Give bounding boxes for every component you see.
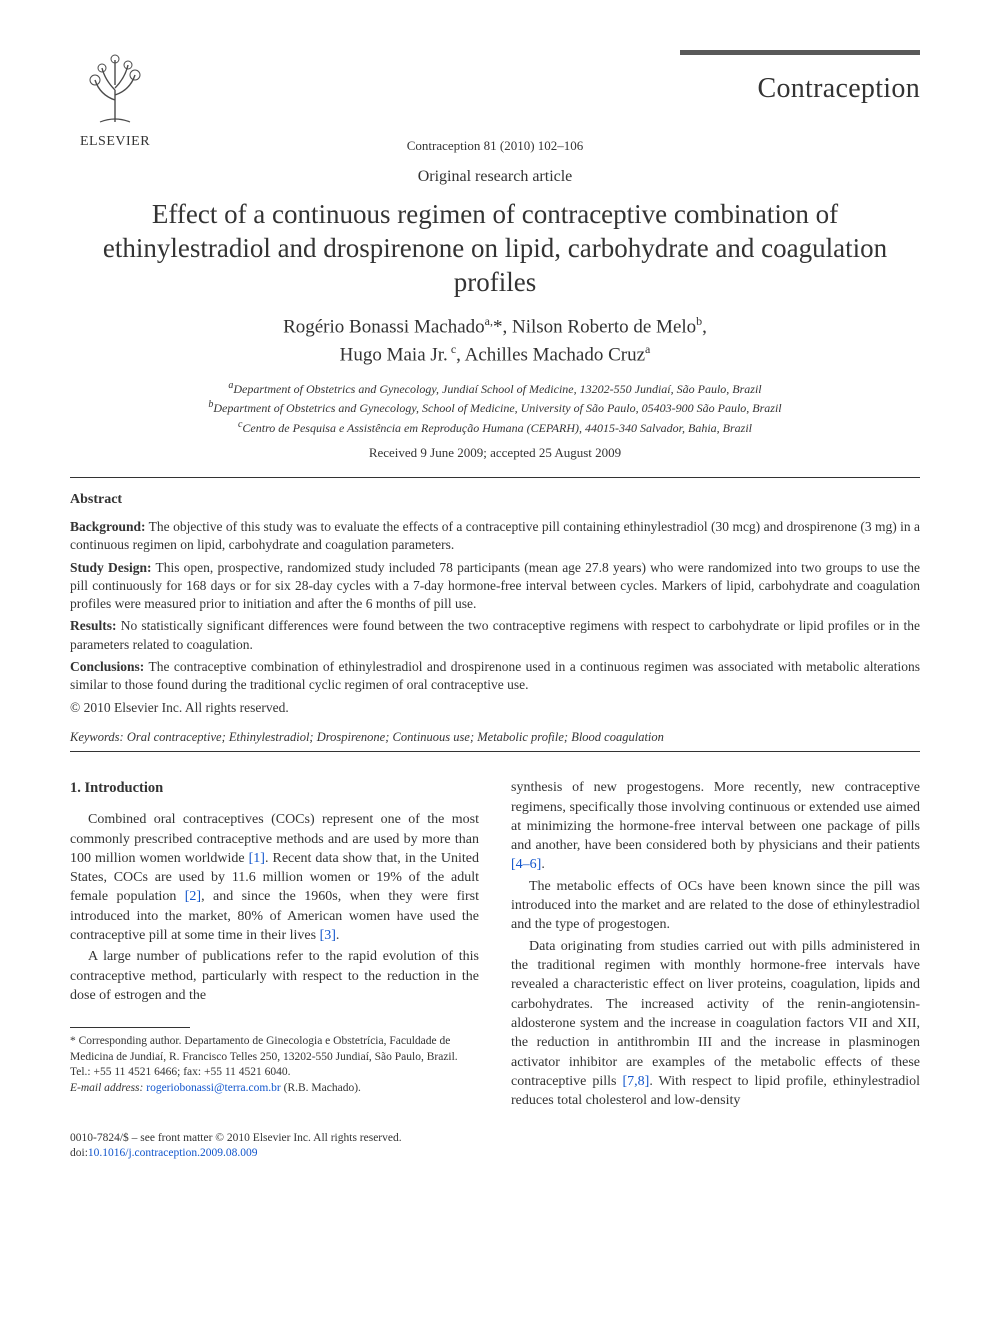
doi-link[interactable]: 10.1016/j.contraception.2009.08.009 [88, 1147, 258, 1159]
affiliation-c: cCentro de Pesquisa e Assistência em Rep… [70, 418, 920, 437]
abstract-conclusions-label: Conclusions: [70, 659, 144, 674]
affiliation-b-text: Department of Obstetrics and Gynecology,… [213, 401, 781, 415]
corresponding-footnote: * Corresponding author. Departamento de … [70, 1034, 479, 1096]
journal-bar [680, 50, 920, 55]
abstract-heading: Abstract [70, 492, 920, 508]
abstract-conclusions: Conclusions: The contraceptive combinati… [70, 658, 920, 694]
ref-link-2[interactable]: [2] [185, 889, 201, 904]
affiliation-c-text: Centro de Pesquisa e Assistência em Repr… [242, 421, 752, 435]
abstract-background: Background: The objective of this study … [70, 518, 920, 554]
intro-paragraph-3: The metabolic effects of OCs have been k… [511, 877, 920, 935]
ref-link-7-8[interactable]: [7,8] [622, 1074, 649, 1089]
email-label: E-mail address: [70, 1082, 143, 1094]
article-dates: Received 9 June 2009; accepted 25 August… [70, 445, 920, 461]
abstract-design: Study Design: This open, prospective, ra… [70, 559, 920, 614]
doi-label: doi: [70, 1147, 88, 1159]
rp1-text-b: . [541, 857, 545, 872]
corresponding-text: * Corresponding author. Departamento de … [70, 1034, 479, 1081]
keywords-text: Oral contraceptive; Ethinylestradiol; Dr… [124, 730, 664, 744]
affiliation-b: bDepartment of Obstetrics and Gynecology… [70, 398, 920, 417]
left-column: 1. Introduction Combined oral contracept… [70, 778, 479, 1112]
footnote-rule [70, 1027, 190, 1028]
front-matter-line: 0010-7824/$ – see front matter © 2010 El… [70, 1131, 402, 1147]
publisher-name: ELSEVIER [70, 134, 160, 150]
abstract-design-label: Study Design: [70, 560, 151, 575]
article-type: Original research article [70, 168, 920, 186]
elsevier-tree-icon [80, 50, 150, 125]
author-4-aff: a [645, 342, 650, 356]
intro-paragraph-4: Data originating from studies carried ou… [511, 937, 920, 1111]
author-sep: , [702, 317, 707, 338]
keywords-line: Keywords: Oral contraceptive; Ethinylest… [70, 730, 920, 745]
affiliations: aDepartment of Obstetrics and Gynecology… [70, 379, 920, 437]
ref-link-3[interactable]: [3] [320, 928, 336, 943]
doi-line: doi:10.1016/j.contraception.2009.08.009 [70, 1146, 402, 1162]
abstract-background-text: The objective of this study was to evalu… [70, 519, 920, 552]
email-tail: (R.B. Machado). [281, 1082, 361, 1094]
abstract-results: Results: No statistically significant di… [70, 617, 920, 653]
abstract-conclusions-text: The contraceptive combination of ethinyl… [70, 659, 920, 692]
footer-left: 0010-7824/$ – see front matter © 2010 El… [70, 1131, 402, 1162]
abstract-results-text: No statistically significant differences… [70, 618, 920, 651]
author-3-aff: c [448, 342, 456, 356]
affiliation-a: aDepartment of Obstetrics and Gynecology… [70, 379, 920, 398]
author-sep: , Achilles Machado Cruz [456, 345, 645, 366]
email-line: E-mail address: rogeriobonassi@terra.com… [70, 1081, 479, 1097]
keywords-label: Keywords: [70, 730, 124, 744]
abstract-results-label: Results: [70, 618, 117, 633]
intro-paragraph-2: A large number of publications refer to … [70, 947, 479, 1005]
divider-bottom [70, 751, 920, 752]
author-1-aff: a, [485, 314, 493, 328]
author-1: Rogério Bonassi Machado [283, 317, 485, 338]
email-link[interactable]: rogeriobonassi@terra.com.br [143, 1082, 280, 1094]
p1-text-d: . [336, 928, 340, 943]
intro-paragraph-1-cont: synthesis of new progestogens. More rece… [511, 778, 920, 875]
author-3: Hugo Maia Jr. [340, 345, 448, 366]
author-list: Rogério Bonassi Machadoa,*, Nilson Rober… [70, 313, 920, 369]
abstract-background-label: Background: [70, 519, 146, 534]
intro-paragraph-1: Combined oral contraceptives (COCs) repr… [70, 810, 479, 945]
section-1-heading: 1. Introduction [70, 778, 479, 798]
author-sep: , Nilson Roberto de Melo [502, 317, 696, 338]
publisher-logo-block: ELSEVIER [70, 50, 160, 150]
rp3-text-a: Data originating from studies carried ou… [511, 939, 920, 1089]
page-footer: 0010-7824/$ – see front matter © 2010 El… [70, 1131, 920, 1162]
page-header: ELSEVIER Contraception [70, 50, 920, 150]
divider-top [70, 477, 920, 478]
affiliation-a-text: Department of Obstetrics and Gynecology,… [233, 382, 761, 396]
journal-title: Contraception [680, 73, 920, 105]
body-columns: 1. Introduction Combined oral contracept… [70, 778, 920, 1112]
rp1-text-a: synthesis of new progestogens. More rece… [511, 780, 920, 853]
ref-link-4-6[interactable]: [4–6] [511, 857, 541, 872]
journal-block: Contraception [680, 50, 920, 105]
abstract-design-text: This open, prospective, randomized study… [70, 560, 920, 611]
ref-link-1[interactable]: [1] [249, 851, 265, 866]
copyright-line: © 2010 Elsevier Inc. All rights reserved… [70, 700, 920, 716]
right-column: synthesis of new progestogens. More rece… [511, 778, 920, 1112]
paper-title: Effect of a continuous regimen of contra… [90, 198, 900, 299]
citation-line: Contraception 81 (2010) 102–106 [70, 138, 920, 154]
